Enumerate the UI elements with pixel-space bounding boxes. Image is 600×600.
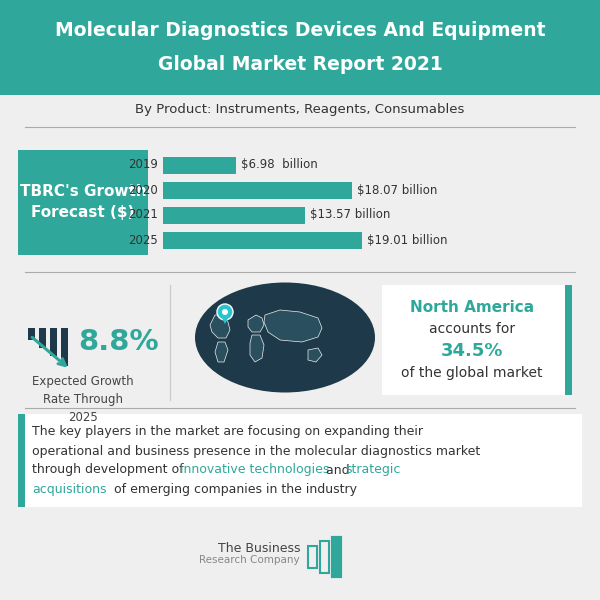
Circle shape [222,309,228,315]
FancyBboxPatch shape [163,206,305,223]
Text: of the global market: of the global market [401,366,543,380]
Polygon shape [250,335,264,362]
FancyBboxPatch shape [18,414,25,507]
Text: of emerging companies in the industry: of emerging companies in the industry [110,482,357,496]
Text: The Business: The Business [218,541,300,554]
FancyBboxPatch shape [28,328,35,340]
Text: 8.8%: 8.8% [78,329,158,356]
Text: $19.01 billion: $19.01 billion [367,233,448,247]
Text: By Product: Instruments, Reagents, Consumables: By Product: Instruments, Reagents, Consu… [136,103,464,116]
FancyBboxPatch shape [0,0,600,95]
Text: strategic: strategic [345,463,400,476]
Text: accounts for: accounts for [429,322,515,336]
Text: 2020: 2020 [128,184,158,196]
Polygon shape [215,342,228,362]
Text: North America: North America [410,299,534,314]
FancyBboxPatch shape [163,157,236,173]
FancyBboxPatch shape [18,414,582,507]
Polygon shape [264,310,322,342]
Polygon shape [221,316,229,324]
Text: Expected Growth
Rate Through
2025: Expected Growth Rate Through 2025 [32,375,134,424]
Text: 2021: 2021 [128,208,158,221]
FancyBboxPatch shape [61,328,68,365]
FancyBboxPatch shape [332,537,341,577]
Text: $6.98  billion: $6.98 billion [241,158,318,172]
Text: $18.07 billion: $18.07 billion [358,184,437,196]
FancyBboxPatch shape [163,181,352,199]
FancyBboxPatch shape [163,232,362,248]
Text: 2019: 2019 [128,158,158,172]
Text: 2025: 2025 [128,233,158,247]
Ellipse shape [195,283,375,392]
Text: Molecular Diagnostics Devices And Equipment: Molecular Diagnostics Devices And Equipm… [55,20,545,40]
FancyBboxPatch shape [39,328,46,347]
Text: innovative technologies: innovative technologies [180,463,329,476]
Polygon shape [308,348,322,362]
Text: through development of: through development of [32,463,188,476]
Text: and: and [322,463,353,476]
Text: operational and business presence in the molecular diagnostics market: operational and business presence in the… [32,445,480,457]
Text: Global Market Report 2021: Global Market Report 2021 [158,55,442,74]
FancyBboxPatch shape [382,285,572,395]
Text: $13.57 billion: $13.57 billion [310,208,391,221]
Polygon shape [210,315,230,338]
Polygon shape [248,315,264,332]
FancyBboxPatch shape [18,150,148,255]
Text: TBRC's Growth
Forecast ($): TBRC's Growth Forecast ($) [20,185,146,220]
Text: Research Company: Research Company [199,555,300,565]
FancyBboxPatch shape [50,328,57,355]
Text: acquisitions: acquisitions [32,482,107,496]
Circle shape [217,304,233,320]
Text: The key players in the market are focusing on expanding their: The key players in the market are focusi… [32,425,423,439]
Text: 34.5%: 34.5% [441,342,503,360]
FancyBboxPatch shape [565,285,572,395]
